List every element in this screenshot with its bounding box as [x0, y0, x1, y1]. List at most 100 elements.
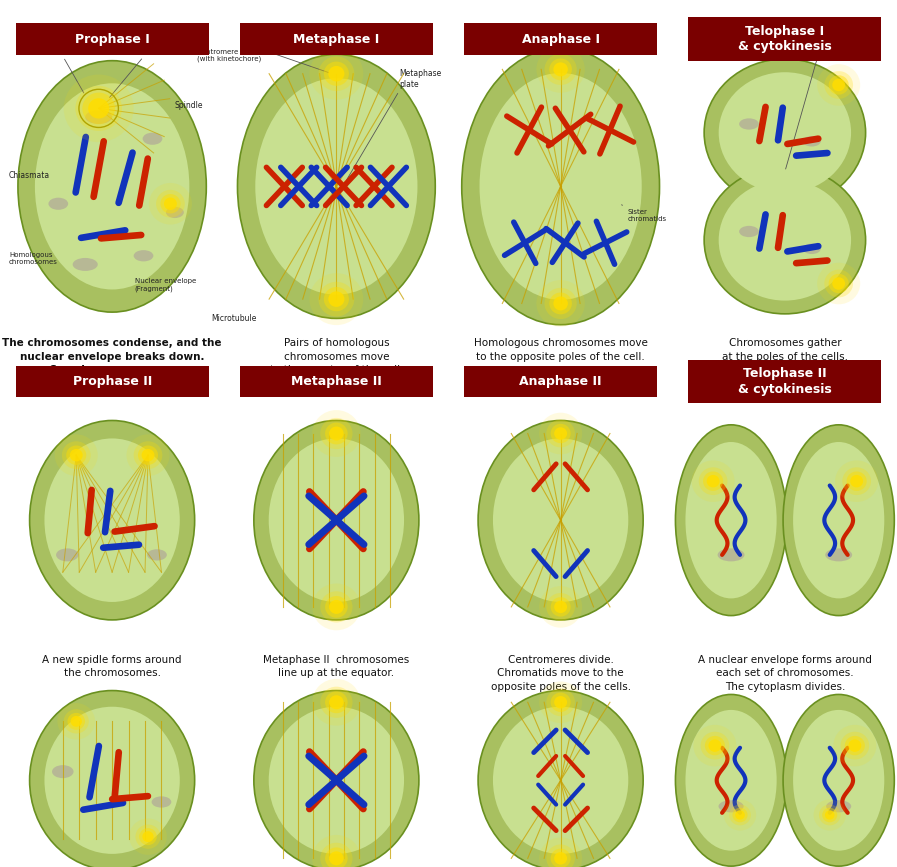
Ellipse shape: [675, 425, 787, 616]
Circle shape: [817, 263, 860, 304]
Circle shape: [83, 93, 115, 124]
Circle shape: [546, 844, 575, 867]
Ellipse shape: [256, 78, 417, 295]
Text: Chromosomes gather
at the poles of the cells.
The cytoplasm divides.: Chromosomes gather at the poles of the c…: [722, 338, 848, 375]
Circle shape: [546, 688, 575, 716]
Text: Pairs of homologous
chromosomes move
to the equator of the cell.: Pairs of homologous chromosomes move to …: [270, 338, 403, 375]
Circle shape: [138, 446, 158, 465]
Circle shape: [699, 467, 727, 495]
Ellipse shape: [73, 257, 98, 271]
Text: Nuclear envelope
(Fragment): Nuclear envelope (Fragment): [135, 278, 196, 292]
Circle shape: [75, 86, 122, 131]
Circle shape: [546, 593, 575, 621]
Circle shape: [135, 825, 161, 849]
Text: A new spidle forms around
the chromosomes.: A new spidle forms around the chromosome…: [42, 655, 182, 678]
Circle shape: [70, 449, 83, 461]
Circle shape: [312, 835, 361, 867]
Ellipse shape: [48, 198, 68, 210]
Ellipse shape: [45, 707, 179, 854]
Circle shape: [551, 597, 570, 616]
FancyBboxPatch shape: [465, 366, 657, 397]
Circle shape: [553, 297, 568, 310]
Text: The chromosomes condense, and the
nuclear envelope breaks down.
Crossing-over oc: The chromosomes condense, and the nuclea…: [3, 338, 222, 375]
Ellipse shape: [52, 765, 74, 779]
Ellipse shape: [793, 710, 884, 851]
Ellipse shape: [826, 800, 851, 812]
FancyBboxPatch shape: [240, 23, 432, 55]
Ellipse shape: [480, 73, 641, 300]
Circle shape: [829, 274, 849, 293]
Circle shape: [724, 799, 756, 831]
Circle shape: [536, 280, 585, 327]
Ellipse shape: [269, 439, 404, 602]
Circle shape: [324, 62, 349, 86]
Ellipse shape: [45, 439, 179, 602]
FancyBboxPatch shape: [465, 23, 657, 55]
Circle shape: [67, 713, 85, 730]
Ellipse shape: [718, 179, 851, 301]
Ellipse shape: [493, 707, 628, 854]
Text: Centromere
(with kinetochore): Centromere (with kinetochore): [197, 49, 262, 62]
Text: Telophase I
& cytokinesis: Telophase I & cytokinesis: [738, 25, 832, 53]
Circle shape: [849, 740, 861, 752]
FancyBboxPatch shape: [689, 17, 881, 61]
Circle shape: [814, 799, 846, 831]
Circle shape: [320, 418, 353, 449]
Text: Anaphase II: Anaphase II: [519, 375, 602, 388]
Ellipse shape: [166, 206, 184, 218]
Circle shape: [329, 695, 344, 709]
Circle shape: [164, 198, 177, 210]
Ellipse shape: [803, 244, 821, 254]
Text: Metaphase I: Metaphase I: [293, 33, 379, 45]
Circle shape: [62, 441, 91, 469]
Text: Metaphase II  chromosomes
line up at the equator.: Metaphase II chromosomes line up at the …: [263, 655, 410, 678]
Text: Centromeres divide.
Chromatids move to the
opposite poles of the cells.: Centromeres divide. Chromatids move to t…: [491, 655, 631, 692]
Circle shape: [64, 709, 89, 733]
Circle shape: [692, 460, 735, 502]
Text: Telophase II
& cytokinesis: Telophase II & cytokinesis: [738, 368, 832, 395]
Circle shape: [551, 693, 570, 712]
Circle shape: [325, 422, 348, 445]
Text: Spindle: Spindle: [175, 101, 204, 110]
Circle shape: [554, 427, 567, 440]
Circle shape: [325, 847, 348, 867]
Circle shape: [309, 273, 363, 325]
Ellipse shape: [269, 707, 404, 854]
Circle shape: [705, 736, 725, 755]
Text: Anaphase I: Anaphase I: [522, 33, 599, 45]
Circle shape: [320, 687, 353, 718]
Circle shape: [156, 190, 185, 218]
Circle shape: [549, 58, 572, 81]
Circle shape: [129, 818, 167, 855]
Ellipse shape: [85, 110, 112, 124]
Circle shape: [328, 291, 344, 307]
Circle shape: [824, 270, 853, 297]
Ellipse shape: [793, 442, 884, 598]
Circle shape: [850, 475, 863, 487]
Ellipse shape: [783, 425, 894, 616]
Text: Prophase II: Prophase II: [73, 375, 152, 388]
Circle shape: [143, 831, 153, 842]
Ellipse shape: [18, 61, 206, 312]
FancyBboxPatch shape: [16, 366, 208, 397]
FancyBboxPatch shape: [689, 360, 881, 403]
Ellipse shape: [685, 442, 777, 598]
Circle shape: [539, 838, 582, 867]
Ellipse shape: [238, 55, 435, 318]
Circle shape: [318, 282, 354, 316]
Text: Metaphase II: Metaphase II: [291, 375, 382, 388]
Circle shape: [88, 98, 109, 119]
Circle shape: [842, 467, 871, 495]
Ellipse shape: [147, 550, 167, 560]
Ellipse shape: [718, 800, 744, 812]
Circle shape: [546, 420, 575, 447]
Circle shape: [817, 64, 860, 106]
Circle shape: [824, 71, 853, 99]
Circle shape: [736, 811, 745, 819]
Circle shape: [161, 194, 180, 213]
Circle shape: [551, 424, 570, 443]
Ellipse shape: [718, 72, 851, 193]
Ellipse shape: [825, 548, 852, 562]
Circle shape: [553, 62, 568, 76]
Circle shape: [539, 586, 582, 628]
